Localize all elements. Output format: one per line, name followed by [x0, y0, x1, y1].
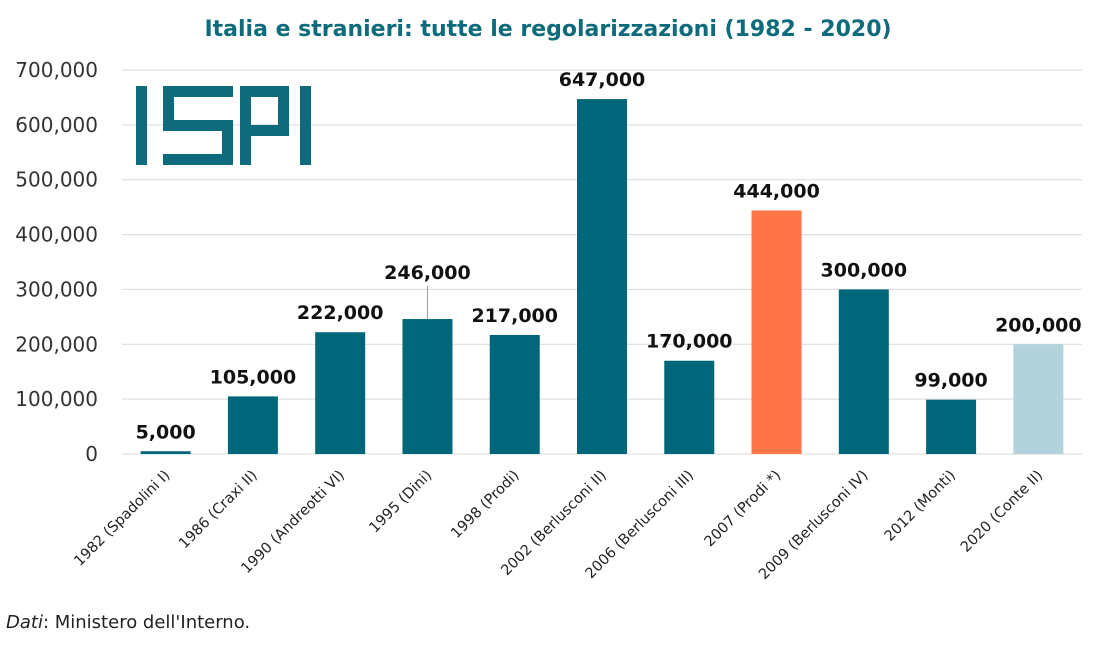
x-tick-label: 2007 (Prodi *) — [702, 468, 785, 551]
data-label: 200,000 — [995, 314, 1082, 336]
x-axis: 1982 (Spadolini I) 1986 (Craxi II)1990 (A… — [71, 468, 1046, 583]
data-label: 217,000 — [471, 305, 558, 327]
bar — [227, 396, 278, 454]
bar — [926, 399, 977, 454]
y-tick-label: 400,000 — [15, 223, 98, 247]
data-label: 5,000 — [136, 421, 196, 443]
bar — [315, 332, 366, 454]
bar — [664, 360, 715, 454]
data-label: 222,000 — [297, 302, 384, 324]
source-label: Dati — [6, 612, 43, 633]
y-tick-label: 600,000 — [15, 113, 98, 137]
chart-title: Italia e stranieri: tutte le regolarizza… — [204, 17, 891, 42]
data-label: 300,000 — [821, 259, 908, 281]
x-tick-label: 1982 (Spadolini I) — [71, 468, 173, 570]
bar — [577, 99, 627, 455]
bar — [402, 319, 453, 454]
y-tick-label: 300,000 — [15, 277, 98, 301]
data-label: 647,000 — [559, 69, 646, 91]
y-tick-label: 500,000 — [15, 168, 98, 192]
bar — [489, 334, 540, 454]
source-note: Dati: Ministero dell'Interno. — [6, 612, 250, 633]
x-tick-label: 1995 (Dini) — [367, 468, 436, 537]
y-tick-label: 700,000 — [15, 58, 98, 82]
data-label: 99,000 — [914, 370, 987, 392]
data-label: 170,000 — [646, 331, 733, 353]
bars — [140, 99, 1064, 455]
source-text: : Ministero dell'Interno. — [42, 612, 251, 633]
y-tick-label: 200,000 — [15, 332, 98, 356]
bar — [838, 289, 889, 454]
data-label: 246,000 — [384, 262, 471, 284]
x-tick-label: 1998 (Prodi) — [448, 468, 522, 542]
y-tick-label: 100,000 — [15, 387, 98, 411]
bar — [140, 451, 191, 454]
data-label: 444,000 — [733, 180, 820, 202]
y-tick-label: 0 — [85, 442, 98, 466]
x-tick-label: 2020 (Conte II) — [958, 468, 1046, 556]
data-label: 105,000 — [210, 366, 297, 388]
x-tick-label: 2012 (Monti) — [882, 468, 959, 545]
y-axis: 0 100,000 200,000 300,000 400,000 500,000 600,… — [15, 58, 98, 466]
bar — [1013, 344, 1064, 454]
ispi-logo — [136, 86, 311, 165]
x-tick-label: 1986 (Craxi II) — [176, 468, 261, 553]
bar — [751, 210, 802, 454]
